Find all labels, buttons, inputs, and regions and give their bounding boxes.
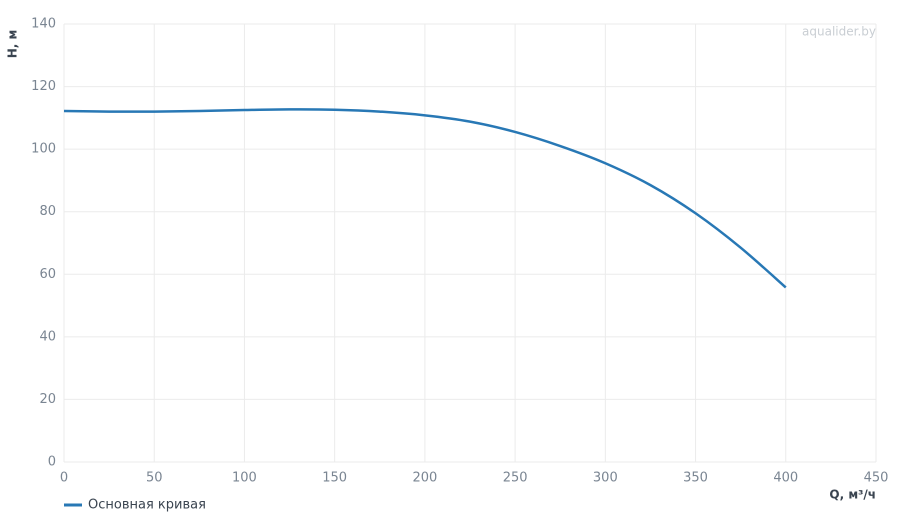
x-tick-label: 450: [864, 471, 889, 486]
y-tick-label: 120: [31, 79, 56, 94]
x-tick-label: 50: [146, 471, 163, 486]
y-tick-label: 0: [48, 455, 56, 470]
x-axis-label: Q, м³/ч: [829, 488, 876, 502]
x-tick-label: 100: [232, 471, 257, 486]
y-tick-label: 20: [39, 392, 56, 407]
y-tick-label: 80: [39, 204, 56, 219]
x-tick-label: 200: [412, 471, 437, 486]
x-tick-label: 400: [773, 471, 798, 486]
x-tick-label: 350: [683, 471, 708, 486]
y-tick-label: 40: [39, 329, 56, 344]
x-tick-label: 250: [503, 471, 528, 486]
x-tick-label: 150: [322, 471, 347, 486]
legend-label: Основная кривая: [88, 498, 206, 513]
y-tick-label: 60: [39, 267, 56, 282]
watermark: aqualider.by: [802, 25, 876, 39]
y-tick-label: 100: [31, 142, 56, 157]
x-tick-label: 300: [593, 471, 618, 486]
x-tick-label: 0: [60, 471, 68, 486]
y-tick-label: 140: [31, 17, 56, 32]
data-line: [63, 108, 787, 289]
y-axis-label: H, м: [6, 30, 20, 59]
